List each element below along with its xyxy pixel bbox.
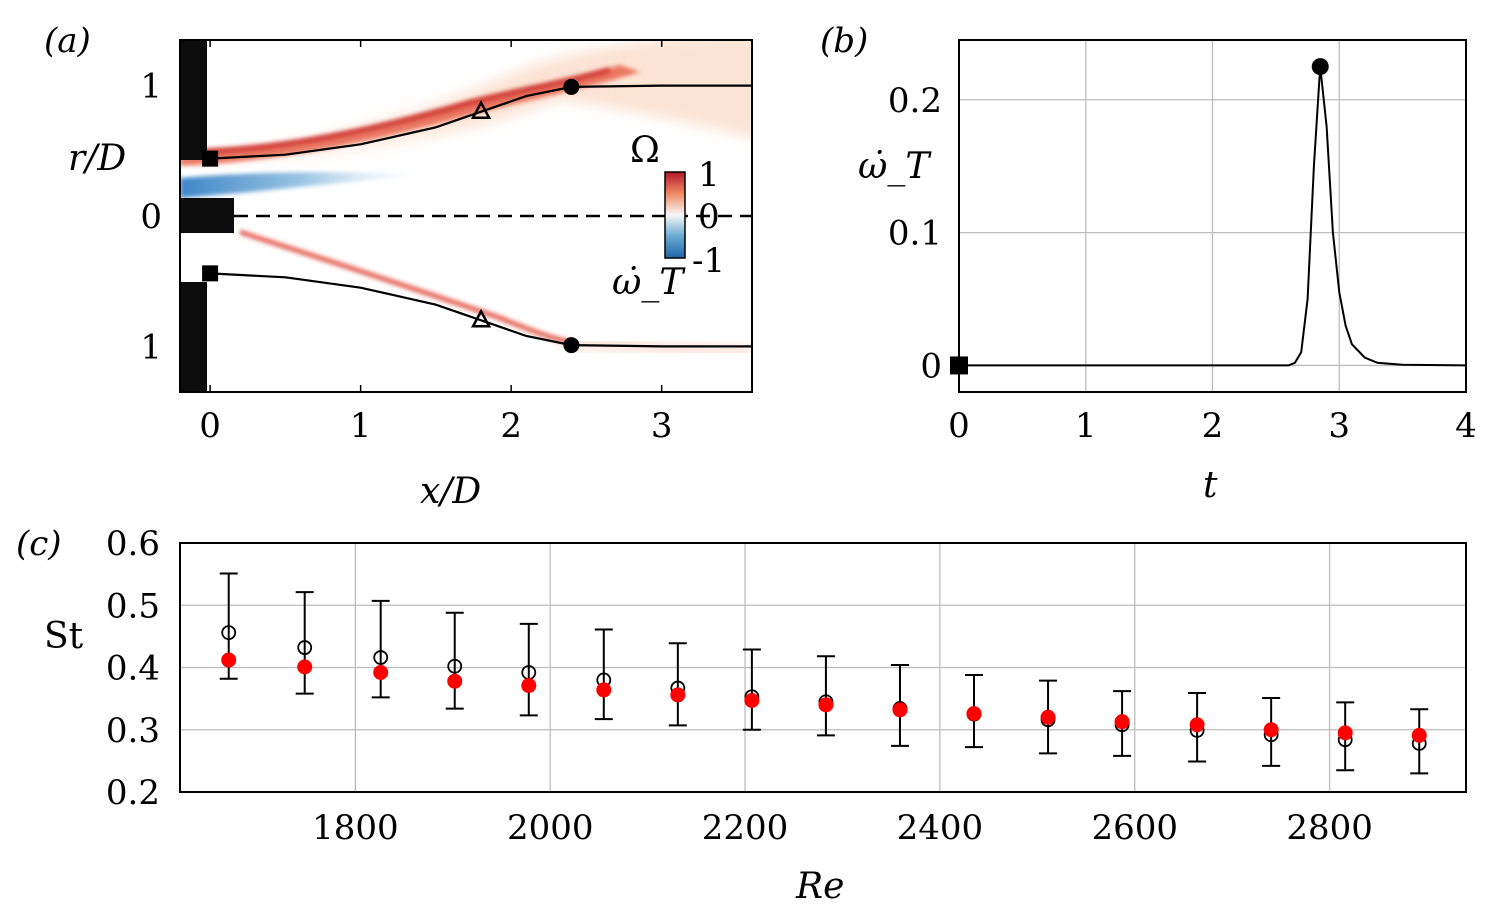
panel-c-grid bbox=[180, 542, 1466, 793]
panel-b-ylabel: ω̇_T bbox=[858, 146, 932, 187]
panel-b-xlabel: t bbox=[1203, 465, 1218, 506]
panel-c-errorbars bbox=[219, 572, 1429, 775]
colorbar-tick-mid: 0 bbox=[698, 197, 720, 237]
centerbody bbox=[180, 198, 234, 233]
panel-c-frame bbox=[179, 542, 1467, 793]
red-circle-point bbox=[297, 659, 313, 675]
y-tick-label: 0.2 bbox=[888, 81, 942, 121]
panel-b: 0 1 2 3 4 0 0.1 0.2 t ω̇_T (b) bbox=[820, 21, 1477, 506]
panel-b-label: (b) bbox=[820, 21, 868, 61]
panel-b-markers bbox=[950, 58, 1329, 375]
x-tick-label: 2 bbox=[500, 406, 522, 446]
panel-a-label: (a) bbox=[44, 21, 91, 61]
y-tick-label: 0.6 bbox=[106, 524, 160, 564]
open-circle-point bbox=[447, 658, 463, 674]
circle-marker bbox=[1311, 58, 1329, 76]
colorbar-tick-bottom: -1 bbox=[692, 241, 725, 281]
panel-c-ticks: 1800 2000 2200 2400 2600 2800 0.2 0.3 0.4 0.5 0.6 bbox=[106, 524, 1373, 848]
y-tick-label: 0.4 bbox=[106, 649, 160, 689]
x-tick-label: 0 bbox=[199, 406, 221, 446]
omega-t-line bbox=[959, 66, 1467, 367]
y-tick-label: 0 bbox=[920, 346, 942, 386]
colorbar-tick-top: 1 bbox=[698, 155, 720, 195]
red-circle-point bbox=[818, 697, 834, 713]
red-circle-point bbox=[670, 687, 686, 703]
colorbar-title: Ω bbox=[630, 130, 660, 171]
lower-shear-curve bbox=[210, 272, 752, 348]
x-tick-label: 1800 bbox=[312, 808, 399, 848]
y-tick-label: 0.5 bbox=[106, 586, 160, 626]
square-marker bbox=[202, 150, 219, 167]
red-circle-point bbox=[1263, 722, 1279, 738]
red-circle-point bbox=[596, 682, 612, 698]
panel-b-ticks: 0 1 2 3 4 0 0.1 0.2 bbox=[888, 81, 1477, 446]
red-circle-point bbox=[521, 678, 537, 694]
x-tick-label: 2 bbox=[1202, 406, 1224, 446]
x-tick-label: 1 bbox=[350, 406, 372, 446]
red-circle-point bbox=[744, 692, 760, 708]
open-circle-point bbox=[221, 625, 237, 641]
x-tick-label: 3 bbox=[651, 406, 673, 446]
panel-c-points bbox=[221, 625, 1427, 751]
red-circle-point bbox=[1337, 725, 1353, 741]
x-tick-label: 2200 bbox=[702, 808, 789, 848]
red-circle-point bbox=[447, 673, 463, 689]
panel-a-xlabel: x/D bbox=[420, 471, 481, 512]
x-tick-label: 2600 bbox=[1091, 808, 1178, 848]
x-tick-label: 1 bbox=[1075, 406, 1097, 446]
red-circle-point bbox=[1189, 717, 1205, 733]
triangle-marker bbox=[470, 100, 492, 119]
x-tick-label: 0 bbox=[948, 406, 970, 446]
circle-marker bbox=[563, 337, 580, 354]
panel-c-label: (c) bbox=[16, 524, 62, 564]
red-circle-point bbox=[1114, 714, 1130, 730]
panel-b-frame bbox=[958, 39, 1467, 393]
red-circle-point bbox=[1411, 727, 1427, 743]
red-circle-point bbox=[892, 702, 908, 718]
open-circle-point bbox=[297, 640, 313, 655]
panel-b-grid bbox=[958, 40, 1467, 392]
red-circle-point bbox=[221, 652, 237, 668]
vorticity-field bbox=[180, 40, 752, 392]
x-tick-label: 2000 bbox=[507, 808, 594, 848]
nozzle-wall-upper bbox=[180, 40, 207, 160]
y-tick-label: 0 bbox=[140, 197, 162, 237]
panel-c-xlabel: Re bbox=[795, 866, 844, 907]
triangle-marker bbox=[470, 308, 492, 328]
x-tick-label: 3 bbox=[1328, 406, 1350, 446]
red-circle-point bbox=[966, 706, 982, 722]
panel-c: 1800 2000 2200 2400 2600 28000.20.30.40.50.6 … bbox=[16, 524, 1467, 907]
square-marker bbox=[202, 265, 219, 282]
circle-marker bbox=[563, 78, 580, 95]
upper-shear-core bbox=[180, 67, 611, 155]
upper-shear-curve bbox=[210, 84, 752, 160]
blue-core bbox=[180, 172, 430, 198]
panel-a-ylabel: r/D bbox=[68, 138, 126, 179]
lower-shear-band bbox=[239, 229, 571, 345]
y-tick-label: 0.1 bbox=[888, 214, 942, 254]
y-tick-label: 1 bbox=[140, 327, 162, 367]
colorbar bbox=[664, 171, 686, 259]
colorbar-label: ω̇_T bbox=[612, 262, 686, 303]
x-tick-label: 2400 bbox=[897, 808, 984, 848]
open-circle-point bbox=[373, 650, 389, 665]
lower-wash bbox=[559, 338, 752, 356]
y-tick-label: 1 bbox=[140, 67, 162, 107]
panel-a-markers bbox=[202, 78, 580, 354]
y-tick-label: 0.2 bbox=[106, 773, 160, 813]
red-circle-point bbox=[373, 664, 389, 680]
red-circle-point bbox=[1040, 709, 1056, 725]
nozzle-wall-lower bbox=[180, 282, 207, 392]
y-tick-label: 0.3 bbox=[106, 711, 160, 751]
panel-c-ylabel: St bbox=[44, 616, 84, 657]
x-tick-label: 2800 bbox=[1286, 808, 1373, 848]
x-tick-label: 4 bbox=[1455, 406, 1477, 446]
